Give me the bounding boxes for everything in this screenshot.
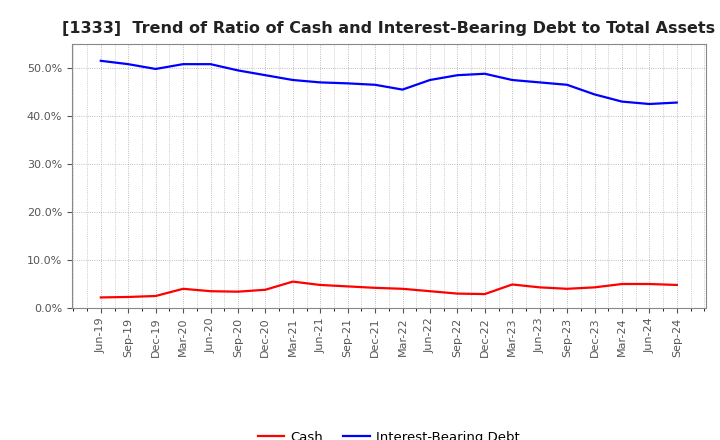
Cash [398, 286, 407, 291]
Interest-Bearing Debt [179, 62, 187, 67]
Interest-Bearing Debt [124, 62, 132, 67]
Line: Cash: Cash [101, 282, 677, 297]
Cash [508, 282, 516, 287]
Cash [672, 282, 681, 288]
Cash [124, 294, 132, 300]
Interest-Bearing Debt [343, 81, 352, 86]
Cash [289, 279, 297, 284]
Interest-Bearing Debt [233, 68, 242, 73]
Line: Interest-Bearing Debt: Interest-Bearing Debt [101, 61, 677, 104]
Interest-Bearing Debt [645, 101, 654, 106]
Interest-Bearing Debt [289, 77, 297, 83]
Cash [645, 281, 654, 286]
Interest-Bearing Debt [563, 82, 572, 88]
Interest-Bearing Debt [316, 80, 325, 85]
Cash [316, 282, 325, 288]
Interest-Bearing Debt [426, 77, 434, 83]
Cash [453, 291, 462, 296]
Cash [480, 291, 489, 297]
Title: [1333]  Trend of Ratio of Cash and Interest-Bearing Debt to Total Assets: [1333] Trend of Ratio of Cash and Intere… [62, 21, 716, 36]
Interest-Bearing Debt [590, 92, 599, 97]
Cash [179, 286, 187, 291]
Interest-Bearing Debt [453, 73, 462, 78]
Interest-Bearing Debt [618, 99, 626, 104]
Interest-Bearing Debt [371, 82, 379, 88]
Cash [96, 295, 105, 300]
Cash [206, 289, 215, 294]
Interest-Bearing Debt [96, 58, 105, 63]
Cash [371, 285, 379, 290]
Interest-Bearing Debt [480, 71, 489, 77]
Interest-Bearing Debt [261, 73, 270, 78]
Interest-Bearing Debt [398, 87, 407, 92]
Interest-Bearing Debt [536, 80, 544, 85]
Cash [261, 287, 270, 293]
Cash [426, 289, 434, 294]
Cash [536, 285, 544, 290]
Legend: Cash, Interest-Bearing Debt: Cash, Interest-Bearing Debt [253, 425, 525, 440]
Cash [590, 285, 599, 290]
Interest-Bearing Debt [508, 77, 516, 83]
Cash [343, 284, 352, 289]
Interest-Bearing Debt [206, 62, 215, 67]
Cash [618, 281, 626, 286]
Interest-Bearing Debt [151, 66, 160, 72]
Cash [233, 289, 242, 294]
Cash [563, 286, 572, 291]
Cash [151, 293, 160, 299]
Interest-Bearing Debt [672, 100, 681, 105]
